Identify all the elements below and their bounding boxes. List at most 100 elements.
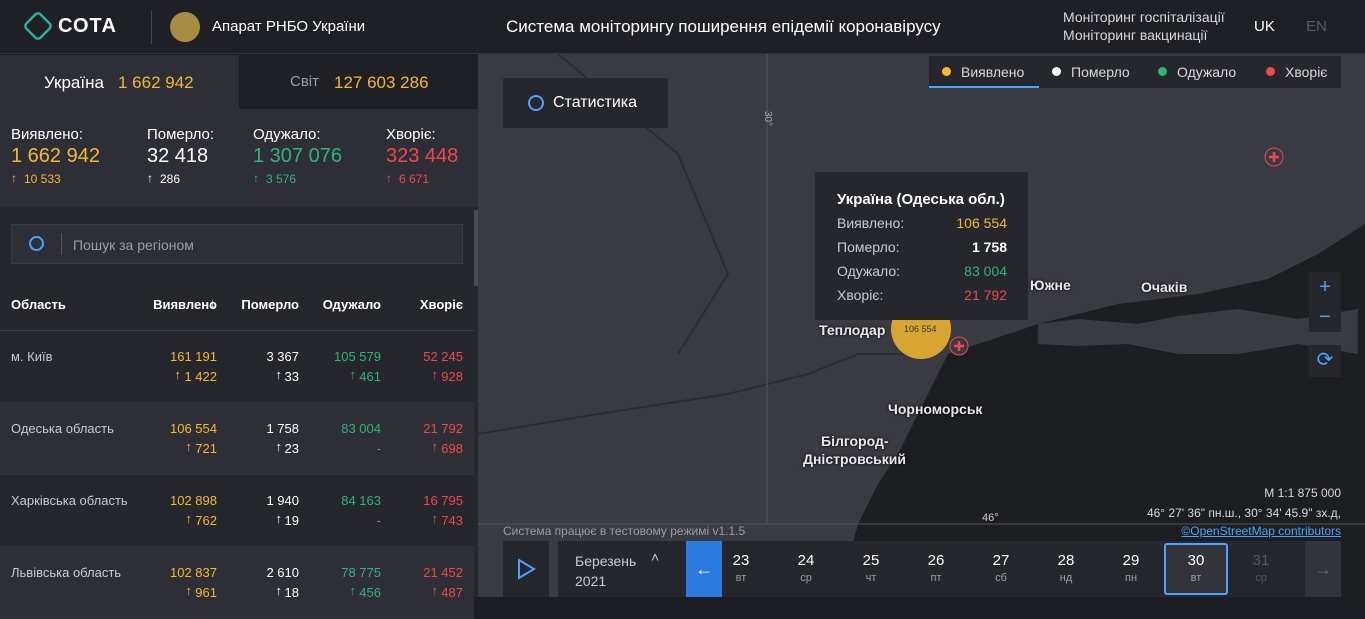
arrow: ↑	[431, 511, 439, 526]
arrow: ↑	[174, 367, 182, 382]
border	[478, 353, 918, 435]
column-header[interactable]: Хворіє	[419, 297, 463, 312]
lang[interactable]: EN	[1306, 18, 1327, 35]
day-number[interactable]: 29	[1122, 552, 1140, 569]
arrow: ↑	[386, 171, 392, 185]
column-header[interactable]: Померло	[241, 297, 299, 312]
day-number[interactable]: 30	[1187, 552, 1205, 569]
region-name[interactable]: Одеська область	[11, 421, 114, 436]
summary-delta: 286	[160, 172, 181, 186]
search[interactable]	[11, 224, 463, 264]
cell-value: 21 792	[423, 421, 463, 436]
play[interactable]	[503, 541, 549, 597]
logo: СОТА	[58, 15, 117, 37]
arrow: ↑	[185, 583, 193, 598]
legend-dot	[942, 67, 951, 76]
stat-icon	[528, 95, 544, 111]
region-name[interactable]: м. Київ	[11, 349, 53, 364]
tab-value: 1 662 942	[118, 73, 194, 92]
attribution[interactable]: ©OpenStreetMap contributors	[1181, 524, 1341, 538]
month-picker[interactable]	[558, 541, 686, 597]
legend-dot	[1266, 67, 1275, 76]
day-number[interactable]: 26	[927, 552, 945, 569]
cell-delta: 721	[195, 441, 217, 456]
summary-value: 32 418	[147, 145, 209, 167]
stat-label: Статистика	[553, 94, 638, 111]
cell-delta: 743	[441, 513, 463, 528]
arrow: ↑	[431, 439, 439, 454]
map-control[interactable]: ⟳	[1309, 345, 1341, 377]
org: Апарат РНБО України	[212, 18, 366, 35]
day-number[interactable]: 27	[992, 552, 1010, 569]
cell-delta: 23	[284, 441, 299, 456]
legend-label: Померло	[1071, 64, 1130, 80]
cell-value: 1 940	[266, 493, 299, 508]
grid-label: 46°	[982, 512, 999, 524]
cell-value: 3 367	[266, 349, 299, 364]
tooltip-label: Хворіє:	[837, 287, 884, 303]
cell-delta: 33	[284, 369, 299, 384]
summary-delta: 6 671	[399, 172, 430, 186]
tooltip-label: Померло:	[837, 239, 900, 255]
legend-label: Виявлено	[961, 64, 1025, 80]
map-control[interactable]: −	[1309, 302, 1341, 332]
row-line	[0, 546, 474, 547]
cell-delta: 961	[195, 585, 217, 600]
summary	[0, 109, 478, 207]
prev[interactable]: ←	[686, 541, 722, 597]
header-line	[0, 330, 474, 331]
header-link[interactable]: Моніторинг вакцинації	[1063, 27, 1208, 43]
day-name: вт	[735, 572, 747, 584]
summary-delta: 3 576	[266, 172, 297, 186]
emblem	[170, 12, 200, 42]
place-label: Южне	[1030, 277, 1071, 293]
day-number[interactable]: 25	[862, 552, 880, 569]
column-header[interactable]: Область	[11, 297, 66, 312]
day-number[interactable]: 24	[797, 552, 815, 569]
search-sep	[61, 233, 62, 255]
arrow: ↑	[147, 171, 153, 185]
search-placeholder: Пошук за регіоном	[73, 237, 194, 253]
lang[interactable]: UK	[1254, 18, 1275, 35]
day-name: чт	[865, 572, 877, 584]
arrow: ↑	[275, 439, 283, 454]
month: Березень	[575, 553, 637, 569]
column-header[interactable]: Одужало	[322, 297, 381, 312]
day-number[interactable]: 23	[732, 552, 750, 569]
summary-value: 1 662 942	[11, 145, 100, 167]
sort-arrow: ↓	[209, 295, 216, 311]
tab-active[interactable]	[0, 55, 239, 109]
next[interactable]: →	[1305, 541, 1341, 597]
arrow: ↑	[275, 367, 283, 382]
map[interactable]	[478, 54, 1365, 597]
title: Система моніторингу поширення епідемії к…	[506, 17, 941, 36]
cell-value: 84 163	[341, 493, 381, 508]
tooltip-title: Україна (Одеська обл.)	[837, 191, 1005, 208]
cell-delta: 461	[359, 369, 381, 384]
legend-label: Хворіє	[1285, 64, 1328, 80]
cell-delta: 456	[359, 585, 381, 600]
summary-label: Виявлено:	[11, 126, 84, 143]
day-name: нд	[1059, 572, 1073, 584]
cell-delta: 762	[195, 513, 217, 528]
column-header[interactable]: Виявлено	[153, 297, 217, 312]
cell-value: 78 775	[341, 565, 381, 580]
day-number[interactable]: 28	[1057, 552, 1075, 569]
tab[interactable]	[239, 55, 478, 109]
arrow: ↑	[185, 511, 193, 526]
region-name[interactable]: Харківська область	[11, 493, 128, 508]
legend-label: Одужало	[1177, 64, 1237, 80]
map-control[interactable]: +	[1309, 272, 1341, 302]
legend-dot	[1052, 67, 1061, 76]
tooltip-value: 83 004	[964, 263, 1007, 279]
region-name[interactable]: Львівська область	[11, 565, 122, 580]
play-icon	[518, 558, 536, 580]
cell-value: 161 191	[170, 349, 217, 364]
cell-delta: 487	[441, 585, 463, 600]
row-bg	[0, 547, 474, 619]
hospital-cross	[1269, 152, 1279, 162]
tooltip-label: Одужало:	[837, 263, 901, 279]
header-link[interactable]: Моніторинг госпіталізації	[1063, 9, 1225, 25]
page: *{box-sizing:border-box} body{margin:0;w…	[0, 9, 1365, 619]
arrow: ↑	[11, 171, 17, 185]
